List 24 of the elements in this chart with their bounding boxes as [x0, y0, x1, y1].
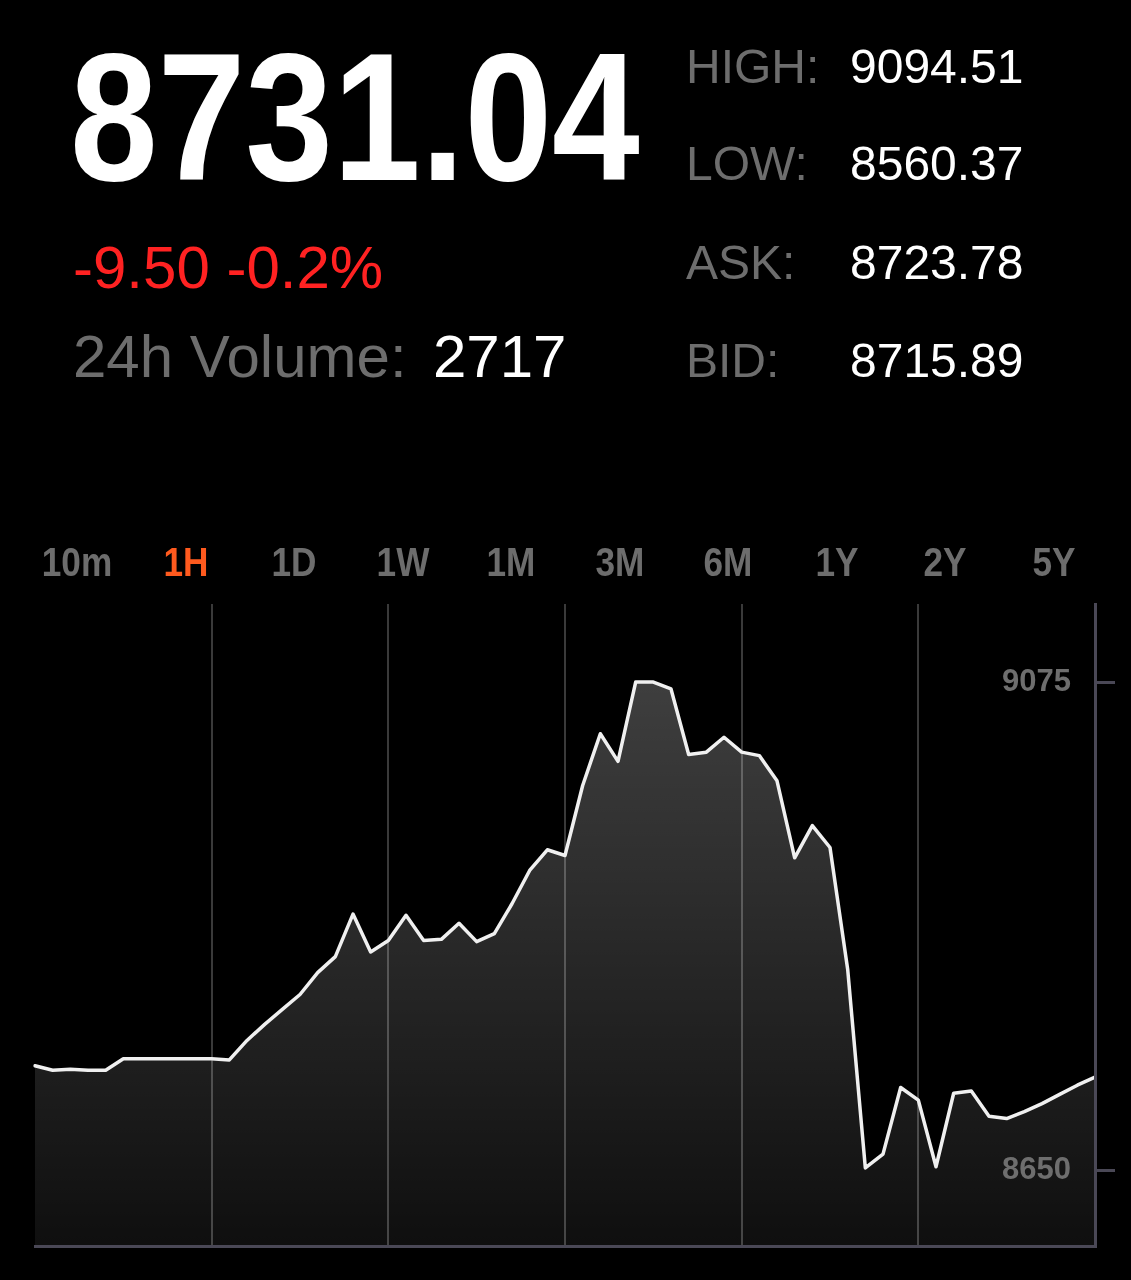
- text: 8715.89: [850, 334, 1024, 388]
- text: BID:: [686, 334, 780, 388]
- text: HIGH:: [686, 40, 820, 94]
- text: 2Y: [923, 540, 967, 585]
- text: 1W: [376, 540, 430, 585]
- y-tick-label: 9075: [1002, 662, 1071, 698]
- text: LOW:: [686, 137, 808, 191]
- text: ASK:: [686, 236, 796, 290]
- text: 2717: [433, 323, 567, 391]
- text: 1Y: [815, 540, 859, 585]
- chart-title: 8731.04: [70, 14, 640, 219]
- y-tick-label: 8650: [1002, 1150, 1071, 1186]
- text: 1D: [271, 540, 317, 585]
- text: 6M: [703, 540, 753, 585]
- text: 9094.51: [850, 40, 1024, 94]
- text: 3M: [595, 540, 645, 585]
- chart-subtitle: -9.50 -0.2%: [73, 234, 384, 302]
- text: 5Y: [1032, 540, 1076, 585]
- text: 1M: [486, 540, 536, 585]
- text: 1H: [163, 540, 209, 585]
- text: 8560.37: [850, 137, 1024, 191]
- text: 24h Volume:: [73, 323, 407, 391]
- text: 10m: [42, 540, 113, 585]
- text: 8723.78: [850, 236, 1024, 290]
